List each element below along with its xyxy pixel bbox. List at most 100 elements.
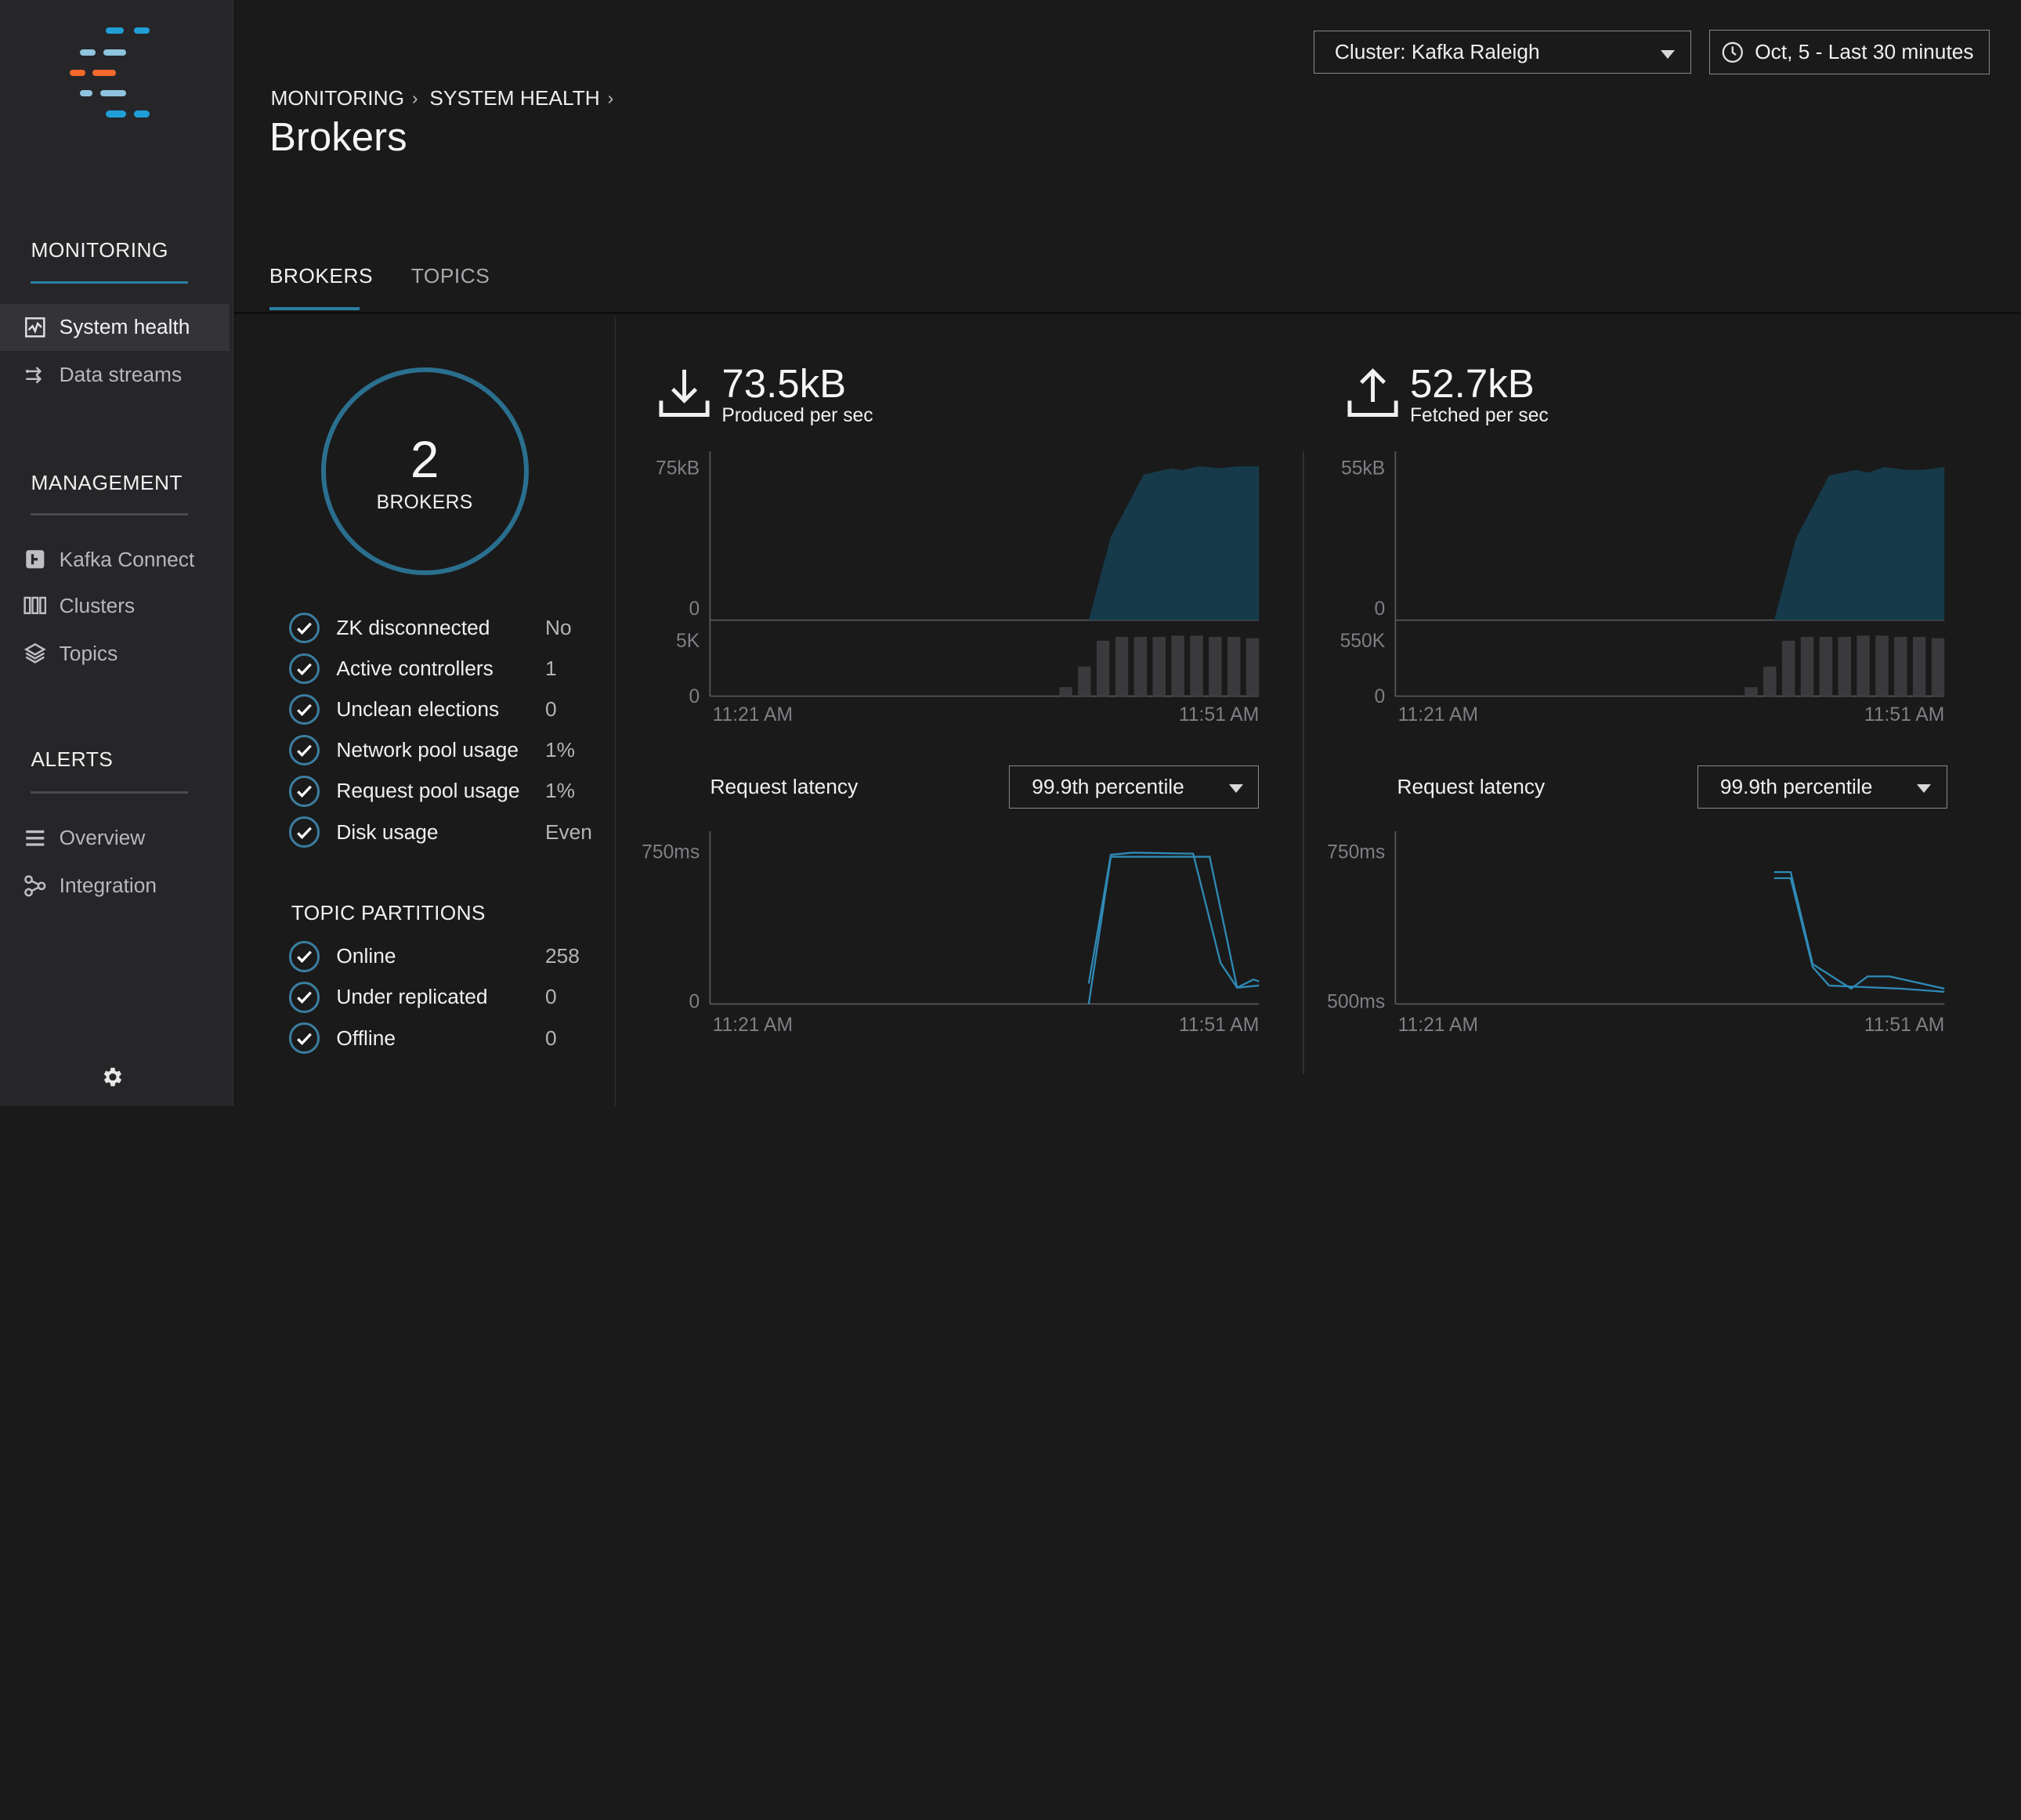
- sidebar-item-overview[interactable]: Overview: [0, 815, 230, 861]
- produced-latency-chart: 750ms 0 11:21 AM 11:51 AM: [642, 831, 1260, 1036]
- panel-divider: [1303, 450, 1305, 1074]
- status-value: 1%: [544, 779, 575, 803]
- section-underline: [31, 280, 189, 284]
- x-tick-label: 11:21 AM: [713, 704, 793, 725]
- produced-label: Produced per sec: [721, 404, 873, 426]
- x-tick-label: 11:51 AM: [1864, 704, 1944, 725]
- status-value: No: [544, 615, 572, 639]
- broker-count-label: BROKERS: [376, 492, 473, 514]
- sidebar-section-monitoring: MONITORING: [31, 238, 168, 262]
- check-circle-icon: [288, 941, 320, 972]
- cluster-select[interactable]: Cluster: Kafka Raleigh: [1313, 31, 1691, 74]
- y-tick-label: 75kB: [656, 458, 700, 479]
- gear-icon[interactable]: [99, 1065, 124, 1089]
- check-circle-icon: [288, 653, 320, 685]
- sidebar-item-kafka-connect[interactable]: Kafka Connect: [0, 536, 230, 582]
- sidebar-item-label: Data streams: [59, 363, 183, 387]
- fetched-label: Fetched per sec: [1409, 404, 1549, 426]
- sidebar-item-topics[interactable]: Topics: [0, 631, 230, 677]
- tab-topics[interactable]: TOPICS: [410, 264, 490, 288]
- request-bar: [1744, 686, 1759, 697]
- fetched-percentile-select[interactable]: 99.9th percentile: [1697, 765, 1948, 809]
- breadcrumb-monitoring[interactable]: MONITORING: [270, 86, 405, 110]
- check-circle-icon: [288, 734, 320, 766]
- integration-icon: [24, 874, 47, 898]
- status-value: 1: [544, 656, 557, 680]
- tab-brokers[interactable]: BROKERS: [269, 264, 373, 288]
- sidebar-item-integration[interactable]: Integration: [0, 863, 230, 909]
- broker-status-row: Unclean elections 0: [288, 693, 598, 726]
- y-tick-label: 0: [689, 992, 700, 1013]
- sidebar-item-label: System health: [59, 315, 190, 339]
- x-tick-label: 11:51 AM: [1179, 1015, 1259, 1036]
- fetched-metric: 52.7kB Fetched per sec: [1346, 360, 1549, 427]
- y-tick-label: 0: [689, 599, 700, 620]
- clock-icon: [1723, 42, 1744, 63]
- clusters-icon: [24, 594, 47, 617]
- partition-status-row: Online 258: [288, 939, 598, 973]
- check-circle-icon: [288, 693, 320, 725]
- check-circle-icon: [288, 816, 320, 848]
- throughput-area: [1395, 466, 1945, 621]
- time-range-picker[interactable]: Oct, 5 - Last 30 minutes: [1708, 29, 1990, 75]
- request-bar: [1171, 635, 1185, 697]
- request-bar: [1133, 636, 1148, 697]
- caret-down-icon: [1660, 49, 1675, 59]
- y-tick-label: 0: [689, 686, 700, 707]
- y-tick-label: 750ms: [642, 842, 700, 863]
- panel-divider: [614, 317, 616, 1106]
- caret-down-icon: [1917, 784, 1932, 793]
- x-tick-label: 11:21 AM: [1398, 704, 1478, 725]
- sidebar-section-management: MANAGEMENT: [31, 470, 183, 494]
- request-bar: [1932, 638, 1945, 697]
- kafka-connect-icon: [24, 548, 47, 571]
- request-bar: [1763, 666, 1777, 697]
- app-logo[interactable]: [67, 24, 157, 121]
- broker-status-row: Active controllers 1: [288, 652, 598, 686]
- request-bar: [1059, 686, 1072, 697]
- status-value: 0: [544, 985, 557, 1009]
- status-label: Network pool usage: [336, 738, 519, 762]
- status-label: Under replicated: [336, 985, 488, 1009]
- produced-metric: 73.5kB Produced per sec: [657, 360, 873, 427]
- status-label: Disk usage: [336, 820, 439, 844]
- caret-down-icon: [1228, 784, 1243, 793]
- cluster-select-value: Cluster: Kafka Raleigh: [1334, 40, 1540, 64]
- request-bar: [1875, 635, 1889, 697]
- request-bar: [1820, 636, 1833, 697]
- fetched-value: 52.7kB: [1409, 360, 1535, 406]
- chevron-right-icon: ›: [411, 88, 418, 109]
- request-bar: [1782, 640, 1795, 697]
- request-bar: [1856, 635, 1871, 697]
- produced-value: 73.5kB: [721, 360, 847, 406]
- throughput-area: [710, 465, 1260, 621]
- x-tick-label: 11:21 AM: [1398, 1015, 1478, 1036]
- sidebar-item-label: Integration: [59, 873, 157, 897]
- section-underline: [31, 512, 189, 516]
- status-label: Request pool usage: [336, 779, 520, 803]
- sidebar-item-data-streams[interactable]: Data streams: [0, 352, 230, 398]
- request-bar: [1801, 636, 1814, 697]
- broker-status-row: ZK disconnected No: [288, 611, 598, 645]
- status-label: Offline: [336, 1026, 396, 1050]
- download-icon: [659, 370, 710, 418]
- sidebar-item-system-health[interactable]: System health: [0, 304, 230, 351]
- status-label: Unclean elections: [336, 697, 500, 722]
- request-bar: [1894, 636, 1908, 697]
- request-bar: [1152, 636, 1166, 697]
- request-bar: [1115, 636, 1129, 697]
- activity-chart-icon: [24, 316, 47, 339]
- chevron-right-icon: ›: [607, 88, 614, 109]
- request-bar: [1209, 636, 1222, 697]
- request-bar: [1227, 636, 1241, 697]
- layers-icon: [24, 642, 47, 665]
- produced-percentile-select[interactable]: 99.9th percentile: [1009, 765, 1260, 809]
- status-label: Active controllers: [336, 656, 494, 680]
- sidebar-item-label: Overview: [59, 825, 146, 849]
- sidebar-item-label: Topics: [59, 641, 118, 665]
- upload-icon: [1347, 368, 1398, 418]
- sidebar-item-clusters[interactable]: Clusters: [0, 583, 230, 629]
- status-value: 1%: [544, 738, 575, 762]
- check-circle-icon: [288, 612, 320, 643]
- breadcrumb-system-health[interactable]: SYSTEM HEALTH: [429, 86, 600, 110]
